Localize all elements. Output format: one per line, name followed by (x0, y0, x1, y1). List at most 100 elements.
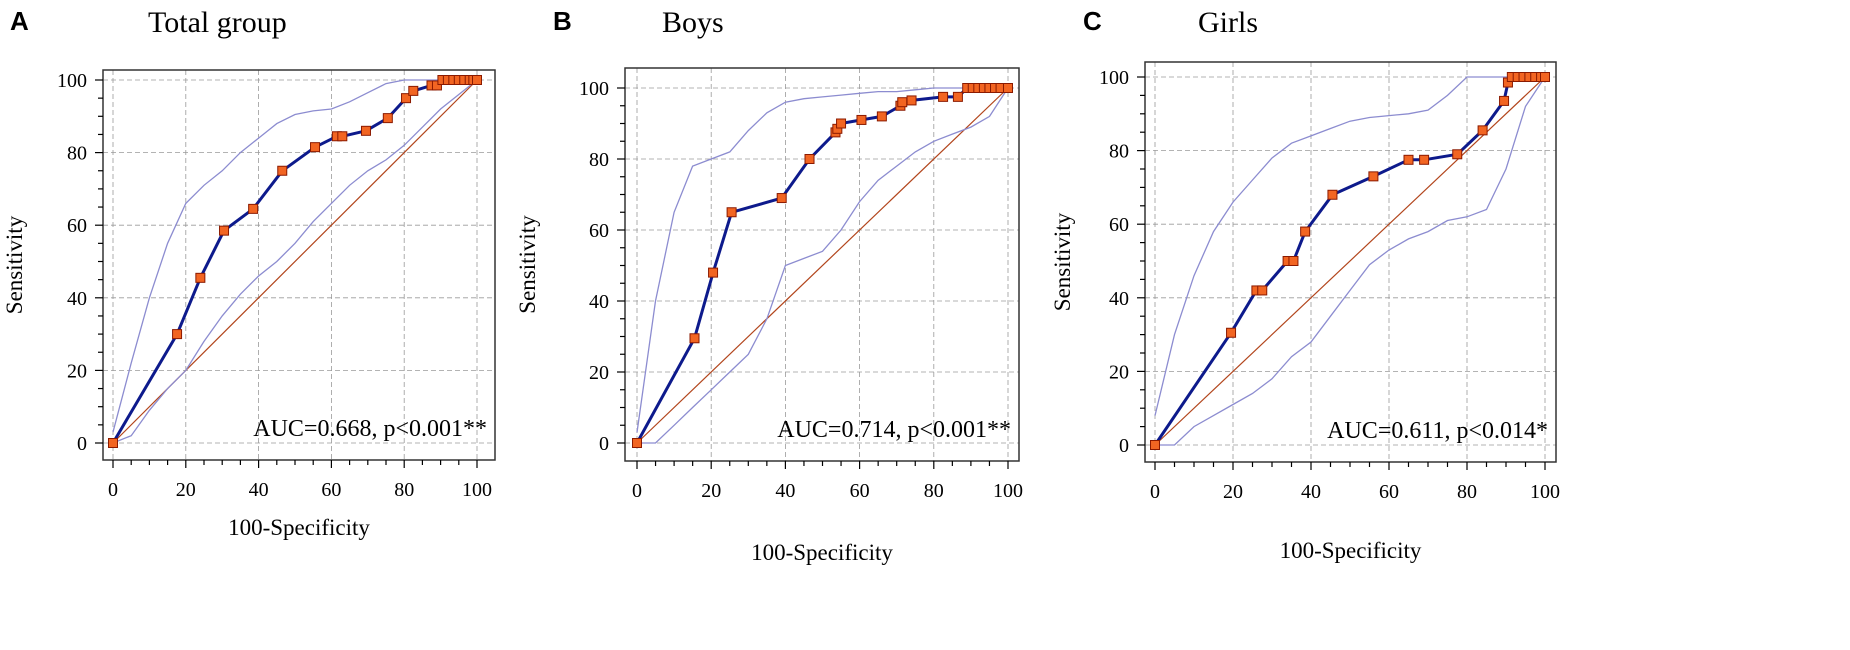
roc-point (632, 438, 642, 448)
chart-title: Girls (1198, 6, 1258, 39)
roc-point (1300, 226, 1311, 237)
plot-frame (1144, 61, 1557, 463)
y-tick-label: 80 (1109, 141, 1129, 163)
ci-lower-line (637, 87, 1009, 444)
x-tick-label: 0 (108, 479, 118, 501)
plot-frame (624, 67, 1020, 462)
x-tick-label: 80 (394, 479, 414, 501)
reference-line (1154, 76, 1546, 446)
roc-point (804, 154, 815, 164)
ci-upper-line (1154, 76, 1545, 416)
roc-point (310, 142, 321, 153)
y-tick-label: 40 (589, 291, 609, 313)
roc-point (836, 118, 847, 129)
roc-point (1540, 72, 1550, 82)
y-tick-label: 60 (589, 220, 609, 242)
ci-upper-line (112, 79, 477, 433)
panel-letter: B (553, 6, 572, 36)
x-axis-label: 100-Specificity (1280, 538, 1422, 563)
roc-point (1327, 189, 1338, 200)
roc-point (938, 91, 949, 102)
roc-point (401, 93, 412, 104)
roc-point (1452, 149, 1463, 160)
ci-upper-line (636, 87, 1008, 433)
y-tick-label: 0 (1119, 435, 1129, 457)
x-tick-label: 100 (462, 479, 492, 501)
auc-annotation: AUC=0.611, p<0.014* (1327, 418, 1548, 444)
reference-line (636, 87, 1009, 444)
x-tick-label: 80 (924, 480, 944, 502)
auc-annotation: AUC=0.714, p<0.001** (777, 417, 1011, 443)
roc-point (897, 97, 908, 108)
x-tick-label: 20 (1223, 481, 1243, 503)
roc-point (382, 113, 393, 124)
roc-point (431, 80, 442, 91)
roc-point (1288, 256, 1299, 266)
roc-point (472, 75, 482, 85)
roc-point (1226, 327, 1237, 338)
x-axis-label: 100-Specificity (228, 515, 370, 540)
x-tick-label: 100 (1530, 481, 1560, 503)
roc-point (708, 267, 719, 278)
x-tick-label: 40 (775, 480, 795, 502)
x-tick-label: 40 (1301, 481, 1321, 503)
x-tick-label: 0 (1150, 481, 1160, 503)
ci-lower-line (1155, 76, 1546, 446)
roc-point (1003, 83, 1013, 93)
chart-title: Total group (148, 6, 287, 39)
roc-point (172, 329, 183, 340)
roc-point (360, 125, 371, 136)
panel-letter: A (10, 6, 29, 36)
y-tick-label: 100 (579, 78, 609, 100)
plot-frame (102, 69, 496, 461)
panel-b: B Boys 0 20 40 60 80 100 0 20 40 60 80 100 100-Specifi… (515, 6, 1023, 565)
roc-point (1368, 171, 1379, 182)
y-tick-label: 60 (1109, 214, 1129, 236)
roc-point (248, 203, 259, 214)
roc-point (856, 114, 867, 125)
x-tick-label: 0 (632, 480, 642, 502)
y-tick-label: 0 (599, 433, 609, 455)
roc-point (776, 193, 787, 204)
x-tick-label: 60 (321, 479, 341, 501)
roc-point (108, 438, 118, 448)
roc-point (876, 111, 887, 122)
y-tick-label: 20 (67, 360, 87, 382)
y-tick-label: 20 (589, 362, 609, 384)
panel-a: A Total group 0 20 40 60 80 100 0 20 40 60 80 100 100-… (2, 6, 496, 540)
roc-point (1150, 440, 1160, 450)
x-tick-label: 20 (176, 479, 196, 501)
y-tick-label: 20 (1109, 361, 1129, 383)
y-tick-label: 80 (67, 143, 87, 165)
auc-annotation: AUC=0.668, p<0.001** (253, 416, 487, 442)
y-axis-label: Sensitivity (2, 215, 27, 314)
ci-lower-line (112, 79, 478, 444)
roc-point (952, 91, 963, 102)
roc-point (219, 225, 230, 236)
roc-point (1419, 154, 1430, 165)
y-tick-label: 0 (77, 433, 87, 455)
roc-point (726, 207, 737, 218)
panel-letter: C (1083, 6, 1102, 36)
y-tick-label: 100 (1099, 67, 1129, 89)
roc-point (1403, 154, 1414, 165)
x-tick-label: 60 (850, 480, 870, 502)
chart-title: Boys (662, 6, 724, 39)
y-axis-label: Sensitivity (515, 215, 540, 314)
roc-point (1257, 285, 1268, 296)
x-axis-label: 100-Specificity (751, 540, 893, 565)
y-axis-label: Sensitivity (1050, 212, 1075, 311)
y-tick-label: 100 (57, 70, 87, 92)
roc-point (277, 165, 288, 176)
x-tick-label: 40 (249, 479, 269, 501)
roc-point (1477, 125, 1488, 136)
y-tick-label: 40 (1109, 288, 1129, 310)
roc-point (195, 272, 206, 283)
roc-point (1499, 95, 1510, 106)
roc-point (337, 131, 348, 142)
roc-point (906, 95, 917, 106)
x-tick-label: 80 (1457, 481, 1477, 503)
y-tick-label: 60 (67, 215, 87, 237)
x-tick-label: 100 (993, 480, 1023, 502)
